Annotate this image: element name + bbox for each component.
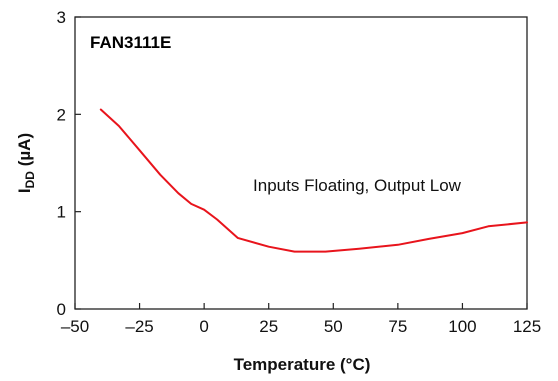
y-axis-ticks: 0 1 2 3 (57, 8, 81, 319)
x-tick-label: –25 (125, 317, 153, 336)
annotation-label: Inputs Floating, Output Low (253, 176, 462, 195)
x-axis-ticks: –50 –25 0 25 50 75 100 125 (61, 303, 541, 336)
series-label: FAN3111E (90, 33, 171, 52)
series-line (99, 108, 528, 253)
x-axis-label: Temperature (°C) (234, 355, 371, 374)
x-tick-label: –50 (61, 317, 89, 336)
y-axis-label-unit: (µA) (15, 133, 34, 171)
y-axis-label: IDD (µA) (15, 133, 37, 193)
y-tick-label: 0 (57, 300, 66, 319)
y-tick-label: 1 (57, 203, 66, 222)
plot-area: –50 –25 0 25 50 75 100 125 0 1 2 3 (57, 8, 542, 336)
plot-frame (74, 16, 528, 310)
y-axis-label-sub: DD (23, 171, 37, 189)
y-axis-label-main: I (15, 188, 34, 193)
y-tick-label: 2 (57, 105, 66, 124)
x-tick-label: 50 (324, 317, 343, 336)
x-tick-label: 0 (199, 317, 208, 336)
x-tick-label: 75 (388, 317, 407, 336)
x-tick-label: 25 (259, 317, 278, 336)
series-layer (99, 108, 528, 253)
x-tick-label: 100 (448, 317, 476, 336)
y-tick-label: 3 (57, 8, 66, 27)
x-tick-label: 125 (513, 317, 541, 336)
